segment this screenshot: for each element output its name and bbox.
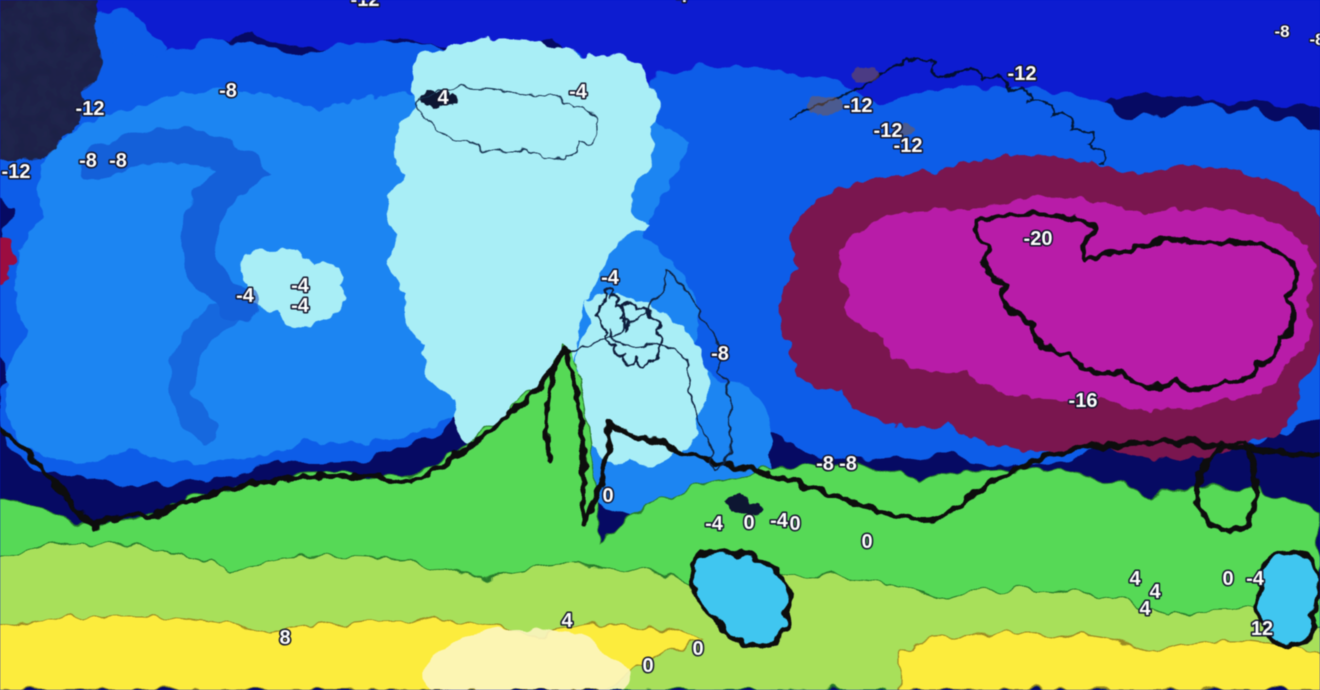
svg-text:-4: -4 xyxy=(770,510,789,532)
svg-text:-8: -8 xyxy=(711,343,729,365)
svg-text:-16: -16 xyxy=(1069,390,1098,412)
svg-text:-4: -4 xyxy=(1246,568,1265,590)
svg-text:-12: -12 xyxy=(76,98,105,120)
svg-text:-8: -8 xyxy=(839,453,857,475)
svg-text:0: 0 xyxy=(861,531,872,553)
svg-text:8: 8 xyxy=(279,627,290,649)
svg-text:-4: -4 xyxy=(705,513,724,535)
svg-text:0: 0 xyxy=(743,512,754,534)
svg-text:-8: -8 xyxy=(1274,22,1289,41)
svg-text:0: 0 xyxy=(642,655,653,677)
svg-text:-12: -12 xyxy=(2,161,31,183)
svg-text:0: 0 xyxy=(789,513,800,535)
svg-text:-12: -12 xyxy=(351,0,380,11)
svg-text:-20: -20 xyxy=(1024,228,1053,250)
svg-text:4: 4 xyxy=(1129,568,1141,590)
svg-text:-4: -4 xyxy=(601,267,620,289)
svg-text:4: 4 xyxy=(437,87,449,109)
svg-text:-4: -4 xyxy=(291,275,310,297)
svg-text:-4: -4 xyxy=(291,295,310,317)
svg-text:4: 4 xyxy=(1139,598,1151,620)
svg-text:-8: -8 xyxy=(219,80,237,102)
svg-text:0: 0 xyxy=(692,638,703,660)
svg-text:4: 4 xyxy=(676,0,688,7)
svg-text:-12: -12 xyxy=(894,135,923,157)
svg-text:0: 0 xyxy=(602,485,613,507)
svg-text:4: 4 xyxy=(1149,581,1161,603)
svg-text:12: 12 xyxy=(1251,618,1273,640)
svg-text:-12: -12 xyxy=(844,95,873,117)
svg-text:0: 0 xyxy=(1222,568,1233,590)
svg-text:-8: -8 xyxy=(1309,30,1320,49)
svg-text:-12: -12 xyxy=(1008,63,1037,85)
svg-text:-8: -8 xyxy=(109,150,127,172)
svg-text:-8: -8 xyxy=(816,453,834,475)
svg-text:-8: -8 xyxy=(79,150,97,172)
svg-text:4: 4 xyxy=(561,610,573,632)
svg-text:-4: -4 xyxy=(236,285,255,307)
svg-text:-4: -4 xyxy=(569,81,588,103)
